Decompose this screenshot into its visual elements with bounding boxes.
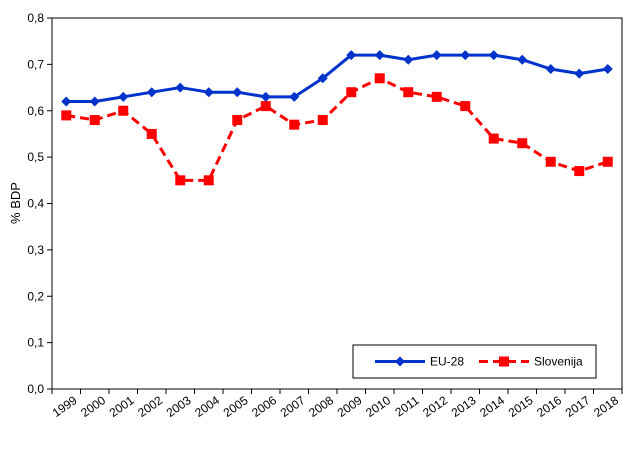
legend: EU-28 Slovenija bbox=[352, 344, 597, 379]
series-group bbox=[61, 50, 613, 186]
data-point bbox=[232, 87, 243, 98]
data-point bbox=[203, 87, 214, 98]
x-tick-label: 2015 bbox=[506, 393, 536, 420]
data-point bbox=[574, 68, 585, 79]
y-tick-label: 0,8 bbox=[27, 11, 44, 25]
x-tick-label: 2010 bbox=[363, 393, 393, 420]
x-tick-label: 2001 bbox=[107, 393, 137, 420]
y-tick-label: 0,6 bbox=[27, 104, 44, 118]
data-point bbox=[118, 105, 129, 116]
x-tick-label: 2008 bbox=[306, 393, 336, 420]
series-line bbox=[66, 53, 608, 103]
data-point bbox=[545, 64, 556, 75]
data-point bbox=[488, 133, 499, 144]
x-tick-label: 2000 bbox=[78, 393, 108, 420]
data-point bbox=[488, 50, 499, 61]
x-axis: 1999200020012002200320042005200620072008… bbox=[50, 389, 623, 420]
series-slovenija bbox=[61, 73, 613, 186]
y-axis: 0,0 0,1 0,2 0,3 0,4 0,5 0,6 0,7 0,8 bbox=[27, 11, 52, 396]
y-tick-label: 0,2 bbox=[27, 289, 44, 303]
x-tick-label: 2016 bbox=[534, 393, 564, 420]
data-point bbox=[602, 64, 613, 75]
data-point bbox=[374, 50, 385, 61]
y-axis-label: % BDP bbox=[8, 182, 23, 224]
y-tick-label: 0,5 bbox=[27, 150, 44, 164]
data-point bbox=[260, 91, 271, 102]
y-tick-label: 0,4 bbox=[27, 197, 44, 211]
data-point bbox=[602, 156, 613, 167]
y-tick-label: 0,3 bbox=[27, 243, 44, 257]
x-tick-label: 2007 bbox=[278, 393, 308, 420]
plot-area bbox=[51, 17, 623, 390]
x-tick-label: 2014 bbox=[477, 393, 507, 420]
data-point bbox=[89, 96, 100, 107]
y-tick-label: 0,0 bbox=[27, 382, 44, 396]
data-point bbox=[146, 87, 157, 98]
data-point bbox=[517, 138, 528, 149]
data-point bbox=[260, 101, 271, 112]
data-point bbox=[317, 73, 328, 84]
y-tick-label: 0,7 bbox=[27, 57, 44, 71]
x-tick-label: 1999 bbox=[50, 393, 80, 420]
data-point bbox=[403, 87, 414, 98]
data-point bbox=[517, 54, 528, 65]
data-point bbox=[460, 101, 471, 112]
data-point bbox=[431, 50, 442, 61]
data-point bbox=[545, 156, 556, 167]
x-tick-label: 2013 bbox=[449, 393, 479, 420]
x-tick-label: 2017 bbox=[563, 393, 593, 420]
series-eu-28 bbox=[61, 50, 613, 107]
x-tick-label: 2003 bbox=[164, 393, 194, 420]
legend-marker bbox=[499, 356, 509, 367]
data-point bbox=[89, 115, 100, 126]
data-point bbox=[574, 166, 585, 177]
x-tick-label: 2011 bbox=[392, 393, 421, 419]
data-point bbox=[118, 91, 129, 102]
y-tick-label: 0,1 bbox=[27, 336, 44, 350]
data-point bbox=[346, 87, 357, 98]
data-point bbox=[346, 50, 357, 61]
legend-marker bbox=[395, 356, 405, 367]
data-point bbox=[175, 82, 186, 93]
x-tick-label: 2002 bbox=[135, 393, 165, 420]
data-point bbox=[374, 73, 385, 84]
x-tick-label: 2012 bbox=[420, 393, 450, 420]
data-point bbox=[431, 91, 442, 102]
data-point bbox=[460, 50, 471, 61]
data-point bbox=[146, 128, 157, 139]
data-point bbox=[289, 91, 300, 102]
data-point bbox=[289, 119, 300, 130]
series-line bbox=[66, 76, 609, 182]
data-point bbox=[232, 115, 243, 126]
data-point bbox=[61, 110, 72, 121]
x-tick-label: 2004 bbox=[192, 393, 222, 420]
data-point bbox=[317, 115, 328, 126]
legend-label: EU-28 bbox=[430, 355, 464, 369]
x-tick-label: 2018 bbox=[591, 393, 621, 420]
data-point bbox=[203, 175, 214, 186]
x-tick-label: 2005 bbox=[221, 393, 251, 420]
x-tick-label: 2006 bbox=[249, 393, 279, 420]
data-point bbox=[61, 96, 72, 107]
data-point bbox=[403, 54, 414, 65]
x-tick-label: 2009 bbox=[335, 393, 365, 420]
legend-label: Slovenija bbox=[534, 355, 583, 369]
data-point bbox=[175, 175, 186, 186]
